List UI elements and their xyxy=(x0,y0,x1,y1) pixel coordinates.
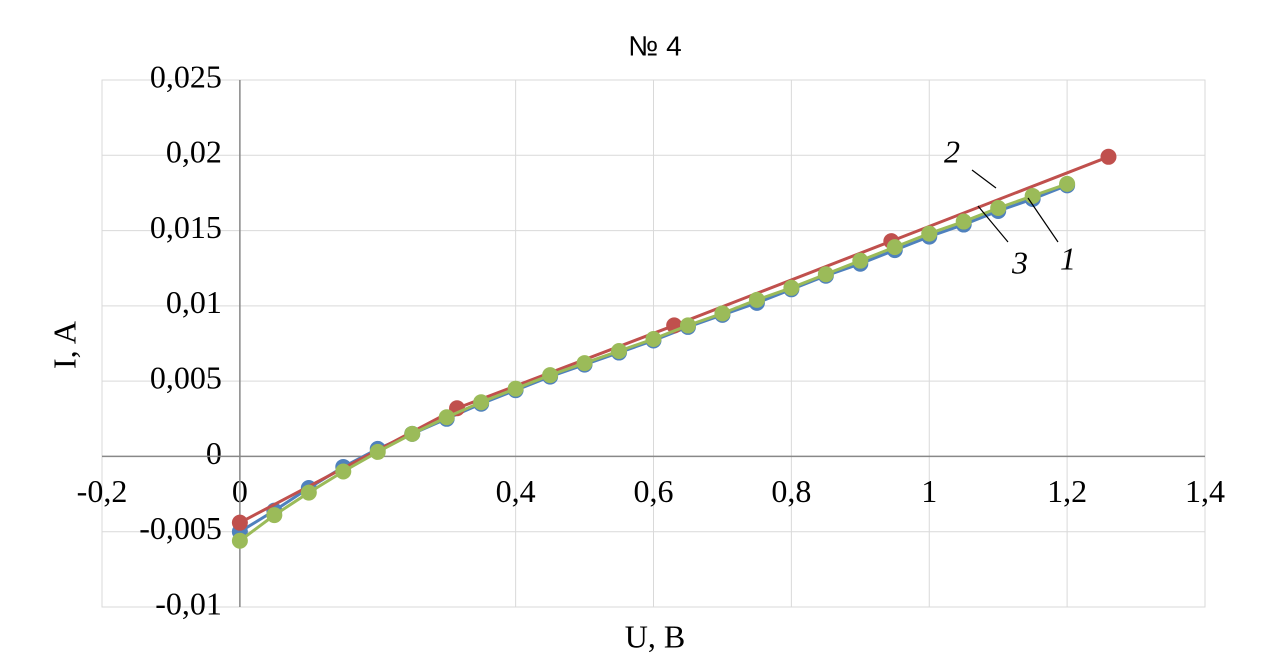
data-point xyxy=(955,213,972,230)
series-annotation: 3 xyxy=(1011,244,1028,280)
data-point xyxy=(1100,148,1117,165)
x-tick-label: 0,6 xyxy=(634,473,674,509)
data-point xyxy=(335,463,352,480)
x-tick-label: 1 xyxy=(921,473,937,509)
x-tick-label: 0,8 xyxy=(771,473,811,509)
data-point xyxy=(266,507,283,524)
y-axis-label: I, A xyxy=(46,321,82,369)
data-point xyxy=(1024,187,1041,204)
chart-title: № 4 xyxy=(628,30,681,61)
data-point xyxy=(990,199,1007,216)
data-point xyxy=(645,330,662,347)
y-tick-label: 0,02 xyxy=(166,134,222,170)
data-point xyxy=(542,367,559,384)
data-point xyxy=(231,514,248,531)
x-tick-label: -0,2 xyxy=(77,473,128,509)
series-annotation: 1 xyxy=(1060,240,1076,276)
y-tick-label: -0,005 xyxy=(139,510,222,546)
series-annotation: 2 xyxy=(944,133,960,169)
data-point xyxy=(473,394,490,411)
data-point xyxy=(852,252,869,269)
data-point xyxy=(679,317,696,334)
y-tick-label: 0,025 xyxy=(150,58,222,94)
data-point xyxy=(438,409,455,426)
data-point xyxy=(748,291,765,308)
data-point xyxy=(576,355,593,372)
leader-line xyxy=(1027,197,1059,243)
x-tick-label: 1,4 xyxy=(1185,473,1225,509)
y-tick-label: 0,005 xyxy=(150,359,222,395)
x-tick-label: 0,4 xyxy=(496,473,536,509)
data-point xyxy=(714,305,731,322)
data-point xyxy=(1059,175,1076,192)
y-tick-label: -0,01 xyxy=(155,585,222,621)
data-point xyxy=(921,225,938,242)
data-point xyxy=(611,343,628,360)
data-point xyxy=(369,443,386,460)
leader-line xyxy=(977,205,1009,243)
data-point xyxy=(231,532,248,549)
data-point xyxy=(886,239,903,256)
data-point xyxy=(300,484,317,501)
data-point xyxy=(507,380,524,397)
x-axis-label: U, B xyxy=(625,618,685,654)
y-tick-label: 0,015 xyxy=(150,209,222,245)
series-line xyxy=(239,155,1110,525)
plot: -0,01 -0,005 0 0,005 0,01 0,015 0,02 0,025 -0,2 0… xyxy=(77,58,1225,621)
data-point xyxy=(817,266,834,283)
y-tick-label: 0,01 xyxy=(166,284,222,320)
data-point xyxy=(783,279,800,296)
data-point xyxy=(404,425,421,442)
x-tick-label: 1,2 xyxy=(1047,473,1087,509)
leader-line xyxy=(971,169,997,189)
y-tick-label: 0 xyxy=(206,435,222,471)
